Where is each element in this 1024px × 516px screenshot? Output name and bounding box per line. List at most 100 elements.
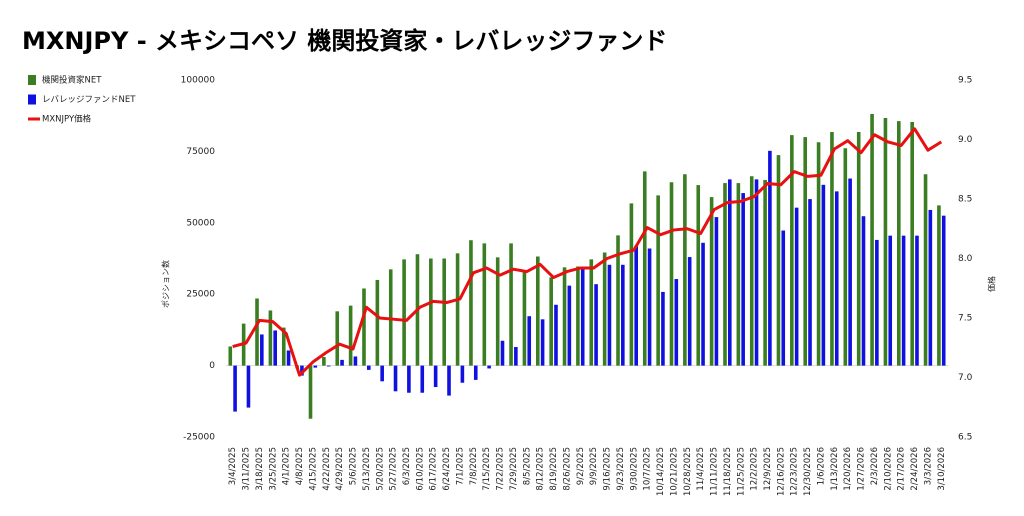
- bar: [455, 253, 460, 366]
- bar: [727, 179, 732, 366]
- bar: [794, 207, 799, 366]
- y2-tick-label: 6.5: [958, 433, 972, 443]
- bar: [607, 264, 612, 366]
- bar: [469, 240, 473, 366]
- x-tick-label: 2/10/2026: [883, 447, 893, 491]
- bar: [888, 235, 893, 366]
- y2-tick-label: 9.5: [958, 76, 972, 86]
- bar: [326, 365, 331, 367]
- x-tick-label: 4/1/2025: [282, 447, 292, 485]
- bar: [941, 215, 946, 366]
- bar: [830, 131, 834, 366]
- x-tick-label: 11/25/2025: [736, 447, 746, 496]
- bar: [843, 148, 848, 366]
- bar: [536, 256, 540, 366]
- x-tick-label: 12/23/2025: [790, 447, 800, 496]
- bar: [763, 179, 767, 366]
- bar: [861, 216, 866, 366]
- bar: [527, 316, 532, 366]
- bar: [433, 365, 438, 388]
- x-tick-label: 9/16/2025: [603, 447, 613, 491]
- x-tick-label: 5/13/2025: [362, 447, 372, 491]
- bar: [781, 230, 786, 366]
- bar: [589, 259, 594, 366]
- bar: [915, 235, 919, 366]
- x-tick-label: 5/27/2025: [389, 447, 399, 491]
- y-tick-label: 75000: [186, 147, 215, 157]
- bar: [821, 184, 826, 366]
- chart-title: MXNJPY - メキシコペソ 機関投資家・レバレッジファンド: [22, 27, 667, 55]
- legend-swatch: [28, 117, 40, 121]
- bar: [656, 195, 660, 366]
- x-tick-label: 6/17/2025: [429, 447, 439, 491]
- bar: [281, 327, 286, 366]
- x-tick-label: 3/18/2025: [255, 447, 265, 491]
- bar: [741, 193, 745, 366]
- bar: [856, 131, 861, 366]
- bar: [683, 174, 687, 366]
- x-tick-label: 3/4/2025: [228, 447, 238, 485]
- bar: [875, 239, 879, 366]
- bar: [776, 155, 781, 366]
- bar: [870, 113, 874, 366]
- bar: [602, 252, 607, 366]
- bar: [375, 279, 380, 366]
- bar: [447, 365, 451, 396]
- bar: [460, 365, 465, 383]
- x-tick-label: 10/28/2025: [683, 447, 693, 496]
- x-tick-label: 3/3/2026: [923, 447, 933, 485]
- bar: [576, 266, 580, 366]
- bar: [580, 268, 585, 366]
- x-tick-label: 2/3/2026: [870, 447, 880, 485]
- x-tick-label: 9/30/2025: [629, 447, 639, 491]
- bar: [897, 121, 901, 366]
- y2-tick-label: 9.0: [958, 135, 973, 145]
- bar: [616, 235, 620, 366]
- bar: [228, 346, 233, 366]
- bar: [255, 298, 259, 366]
- bar: [629, 203, 634, 366]
- bar: [442, 258, 447, 366]
- x-tick-label: 7/22/2025: [496, 447, 506, 491]
- x-tick-label: 8/5/2025: [522, 447, 532, 485]
- x-tick-label: 12/30/2025: [803, 447, 813, 496]
- x-tick-label: 2/17/2026: [897, 447, 907, 491]
- x-tick-label: 6/3/2025: [402, 447, 412, 485]
- bar: [848, 178, 852, 366]
- x-tick-label: 1/20/2026: [843, 447, 853, 491]
- bar: [407, 365, 411, 393]
- bar: [910, 121, 914, 366]
- bar: [834, 191, 839, 366]
- y-axis-label: ポジション数: [161, 260, 171, 308]
- x-tick-label: 4/15/2025: [308, 447, 318, 491]
- bar: [402, 259, 406, 366]
- bar: [714, 217, 719, 366]
- bar: [803, 137, 808, 366]
- bar: [723, 183, 727, 366]
- bar: [380, 365, 384, 382]
- bar: [567, 285, 572, 366]
- x-tick-label: 6/24/2025: [442, 447, 452, 491]
- y-tick-label: 0: [209, 361, 215, 371]
- bar: [308, 365, 313, 419]
- bar: [260, 334, 264, 366]
- y-tick-label: 50000: [186, 218, 215, 228]
- bar: [473, 365, 478, 380]
- bar: [246, 365, 251, 408]
- x-tick-label: 1/6/2026: [816, 447, 826, 485]
- bar: [300, 365, 304, 376]
- x-tick-label: 1/27/2026: [857, 447, 867, 491]
- bar: [313, 365, 318, 368]
- bar: [883, 117, 888, 366]
- bar: [790, 135, 794, 366]
- y-tick-label: -25000: [183, 433, 215, 443]
- x-tick-label: 10/7/2025: [643, 447, 653, 491]
- bar: [514, 347, 518, 366]
- bar: [482, 243, 487, 366]
- x-tick-label: 3/25/2025: [268, 447, 278, 491]
- legend-swatch: [28, 75, 36, 85]
- x-tick-label: 4/29/2025: [335, 447, 345, 491]
- x-tick-label: 3/10/2026: [937, 447, 947, 491]
- x-tick-label: 7/29/2025: [509, 447, 519, 491]
